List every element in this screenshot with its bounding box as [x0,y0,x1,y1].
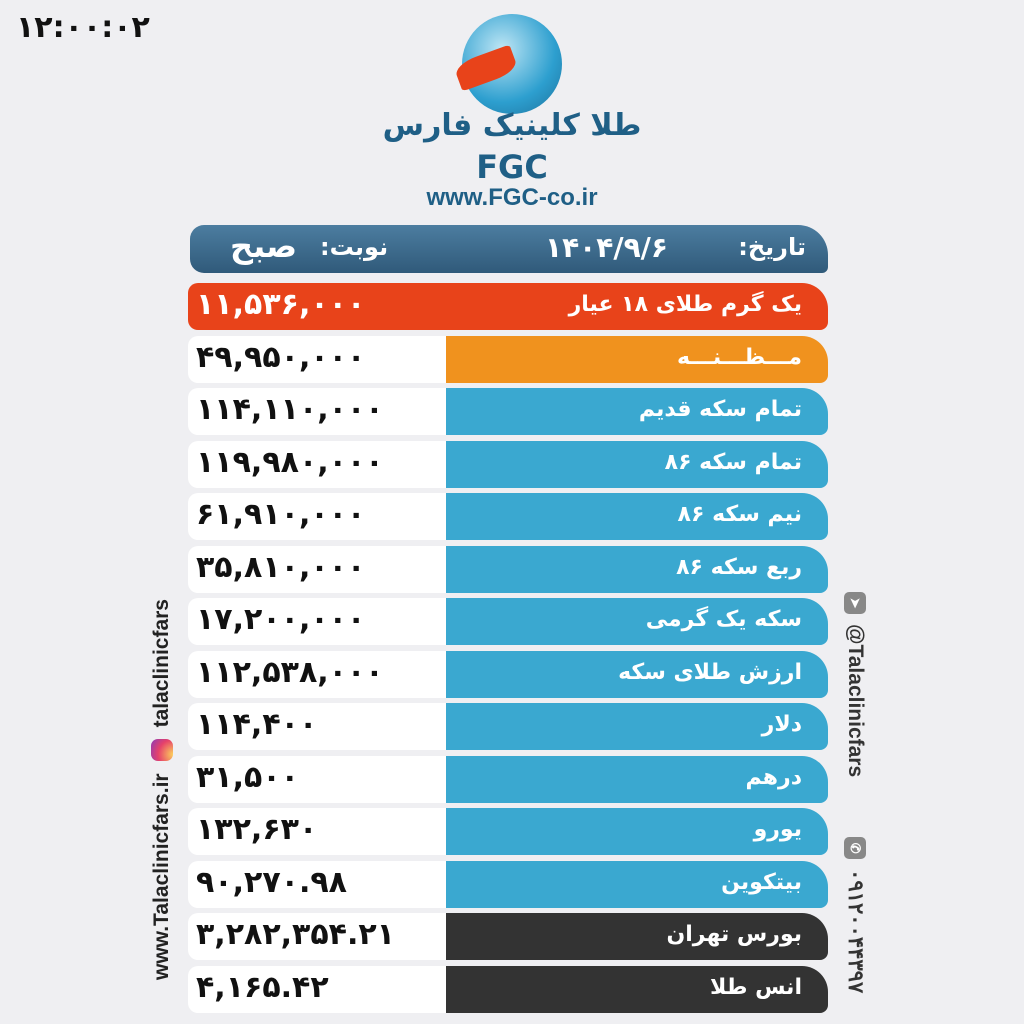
price-row: ۹۰,۲۷۰.۹۸ بیتکوین [188,860,828,908]
price-label: دلار [446,703,828,750]
price-value: ۱۳۲,۶۳۰ [188,808,450,855]
price-row: ۱۳۲,۶۳۰ یورو [188,808,828,855]
price-label: تمام سکه ۸۶ [446,440,828,488]
price-label: نیم سکه ۸۶ [446,493,828,540]
price-value: ۱۱۹,۹۸۰,۰۰۰ [188,440,450,488]
price-label: درهم [446,755,828,803]
shift-value: صبح [230,227,298,265]
date-value: ۱۴۰۴/۹/۶ [545,231,668,264]
price-value: ۱۱۴,۱۱۰,۰۰۰ [188,388,450,435]
logo-globe-icon [462,14,562,114]
price-value: ۱۱۴,۴۰۰ [188,703,450,750]
price-row: ۱۱,۵۳۶,۰۰۰ یک گرم طلای ۱۸ عیار [188,283,828,330]
price-label: بورس تهران [446,913,828,960]
price-label: انس طلا [446,965,828,1013]
brand-name-en: FGC [476,148,548,186]
website-link[interactable]: www.Talaclinicfars.ir [150,773,173,980]
brand-name-fa: طلا کلینیک فارس [382,108,642,143]
price-value: ۶۱,۹۱۰,۰۰۰ [188,493,450,540]
price-value: ۴,۱۶۵.۴۲ [188,965,450,1013]
price-row: ۶۱,۹۱۰,۰۰۰ نیم سکه ۸۶ [188,493,828,540]
phone-number[interactable]: ۰۹۱۲۰۰۴۴۳۹۷ [844,869,867,994]
price-value: ۱۱,۵۳۶,۰۰۰ [188,283,450,330]
price-row: ۴۹,۹۵۰,۰۰۰ مـــظـــنـــه [188,335,828,383]
price-label: ربع سکه ۸۶ [446,545,828,593]
price-value: ۴۹,۹۵۰,۰۰۰ [188,335,450,383]
price-row: ۱۷,۲۰۰,۰۰۰ سکه یک گرمی [188,598,828,645]
shift-label: نوبت: [320,233,389,261]
price-row: ۳,۲۸۲,۳۵۴.۲۱ بورس تهران [188,913,828,960]
price-label: یک گرم طلای ۱۸ عیار [446,283,828,330]
price-label: مـــظـــنـــه [446,335,828,383]
price-label: یورو [446,808,828,855]
date-label: تاریخ: [738,233,806,261]
instagram-icon [151,739,173,762]
price-row: ۱۱۴,۱۱۰,۰۰۰ تمام سکه قدیم [188,388,828,435]
price-label: بیتکوین [446,860,828,908]
price-value: ۹۰,۲۷۰.۹۸ [188,860,450,908]
telegram-icon: ➤ [844,592,867,614]
price-value: ۱۷,۲۰۰,۰۰۰ [188,598,450,645]
price-row: ۱۱۲,۵۳۸,۰۰۰ ارزش طلای سکه [188,650,828,698]
price-label: سکه یک گرمی [446,598,828,645]
price-row: ۱۱۹,۹۸۰,۰۰۰ تمام سکه ۸۶ [188,440,828,488]
instagram-handle[interactable]: talaclinicfars [150,599,173,728]
price-row: ۳۱,۵۰۰ درهم [188,755,828,803]
price-value: ۳۱,۵۰۰ [188,755,450,803]
brand-url: www.FGC-co.ir [426,184,598,211]
right-social: ➤ @Talaclinicfars ✆ ۰۹۱۲۰۰۴۴۳۹۷ [843,592,868,993]
time-display: ۱۲:۰۰:۰۲ [16,10,150,45]
price-label: ارزش طلای سکه [446,650,828,698]
telegram-handle[interactable]: @Talaclinicfars [844,624,868,778]
phone-icon: ✆ [844,837,867,860]
price-value: ۳۵,۸۱۰,۰۰۰ [188,545,450,593]
price-label: تمام سکه قدیم [446,388,828,435]
price-row: ۱۱۴,۴۰۰ دلار [188,703,828,750]
date-header: تاریخ: ۱۴۰۴/۹/۶ نوبت: صبح [190,225,828,273]
price-value: ۳,۲۸۲,۳۵۴.۲۱ [188,913,450,960]
price-row: ۴,۱۶۵.۴۲ انس طلا [188,965,828,1013]
price-value: ۱۱۲,۵۳۸,۰۰۰ [188,650,450,698]
left-social: www.Talaclinicfars.ir talaclinicfars [150,599,174,980]
price-row: ۳۵,۸۱۰,۰۰۰ ربع سکه ۸۶ [188,545,828,593]
